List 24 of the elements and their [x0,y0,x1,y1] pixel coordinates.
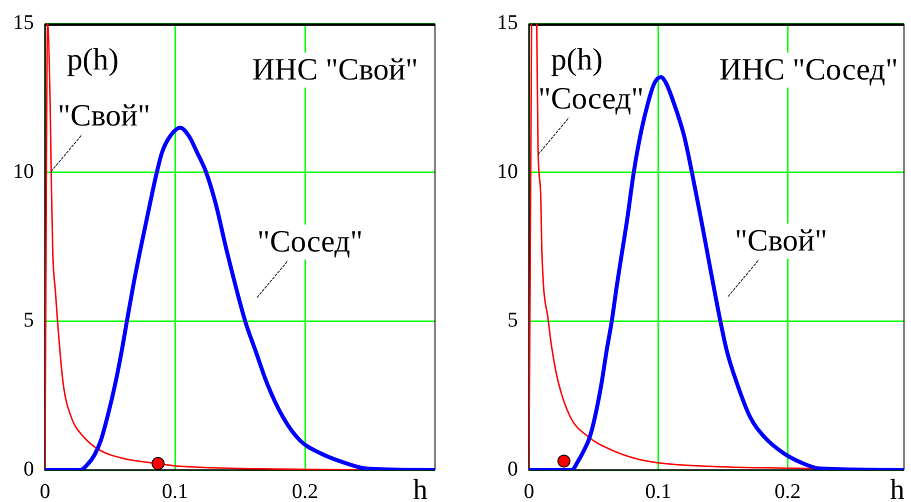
x-tick-label: 0.1 [162,479,188,502]
x-axis-title: h [413,474,428,502]
series-label: "Свой" [58,98,150,133]
x-tick-label: 0.2 [774,479,801,502]
y-tick-label: 0 [24,456,34,481]
x-tick-label: 0 [524,479,534,502]
y-tick-label: 15 [13,10,34,34]
text: ИНС "Сосед" [719,52,898,87]
y-axis-title: p(h) [551,42,603,77]
series-label: "Свой" [734,222,828,258]
series-label: "Сосед" [538,80,644,116]
series-label: "Сосед" [257,224,363,259]
x-tick-label: 0.1 [645,479,672,502]
y-tick-label: 0 [508,456,518,481]
x-axis-title: h [890,474,905,502]
text: ИНС "Свой" [252,52,418,87]
y-tick-label: 10 [13,158,34,183]
y-tick-label: 10 [497,158,518,183]
x-tick-label: 0 [40,479,50,502]
y-axis-title: p(h) [67,42,119,77]
x-tick-label: 0.2 [292,479,318,502]
y-tick-label: 5 [508,308,518,332]
y-tick-label: 15 [497,10,518,34]
y-tick-label: 5 [24,308,34,332]
